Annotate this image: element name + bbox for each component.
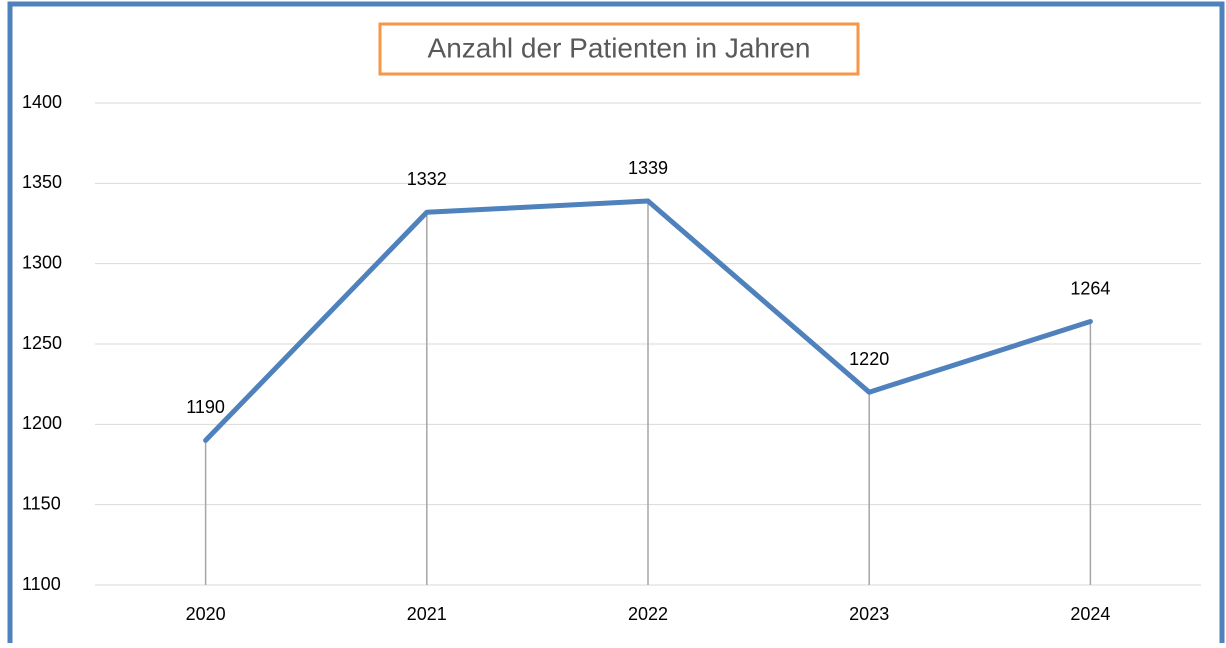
- y-tick-label: 1250: [22, 333, 62, 353]
- x-tick-label: 2022: [628, 604, 668, 624]
- chart-frame: [7, 1, 1225, 648]
- data-label: 1339: [628, 158, 668, 178]
- y-tick-label: 1350: [22, 172, 62, 192]
- x-tick-label: 2023: [849, 604, 889, 624]
- data-label: 1264: [1070, 278, 1110, 298]
- chart-title: Anzahl der Patienten in Jahren: [428, 32, 811, 63]
- y-tick-label: 1300: [22, 252, 62, 272]
- x-tick-label: 2021: [407, 604, 447, 624]
- y-tick-label: 1150: [22, 493, 61, 513]
- data-label: 1332: [407, 169, 447, 189]
- y-tick-label: 1200: [22, 413, 62, 433]
- title-box: [378, 22, 860, 76]
- x-tick-label: 2020: [186, 604, 226, 624]
- y-tick-label: 1100: [22, 574, 61, 594]
- data-label: 1220: [849, 349, 889, 369]
- y-tick-label: 1400: [22, 92, 62, 112]
- data-label: 1190: [186, 397, 225, 417]
- line: [203, 198, 1093, 443]
- x-tick-label: 2024: [1070, 604, 1110, 624]
